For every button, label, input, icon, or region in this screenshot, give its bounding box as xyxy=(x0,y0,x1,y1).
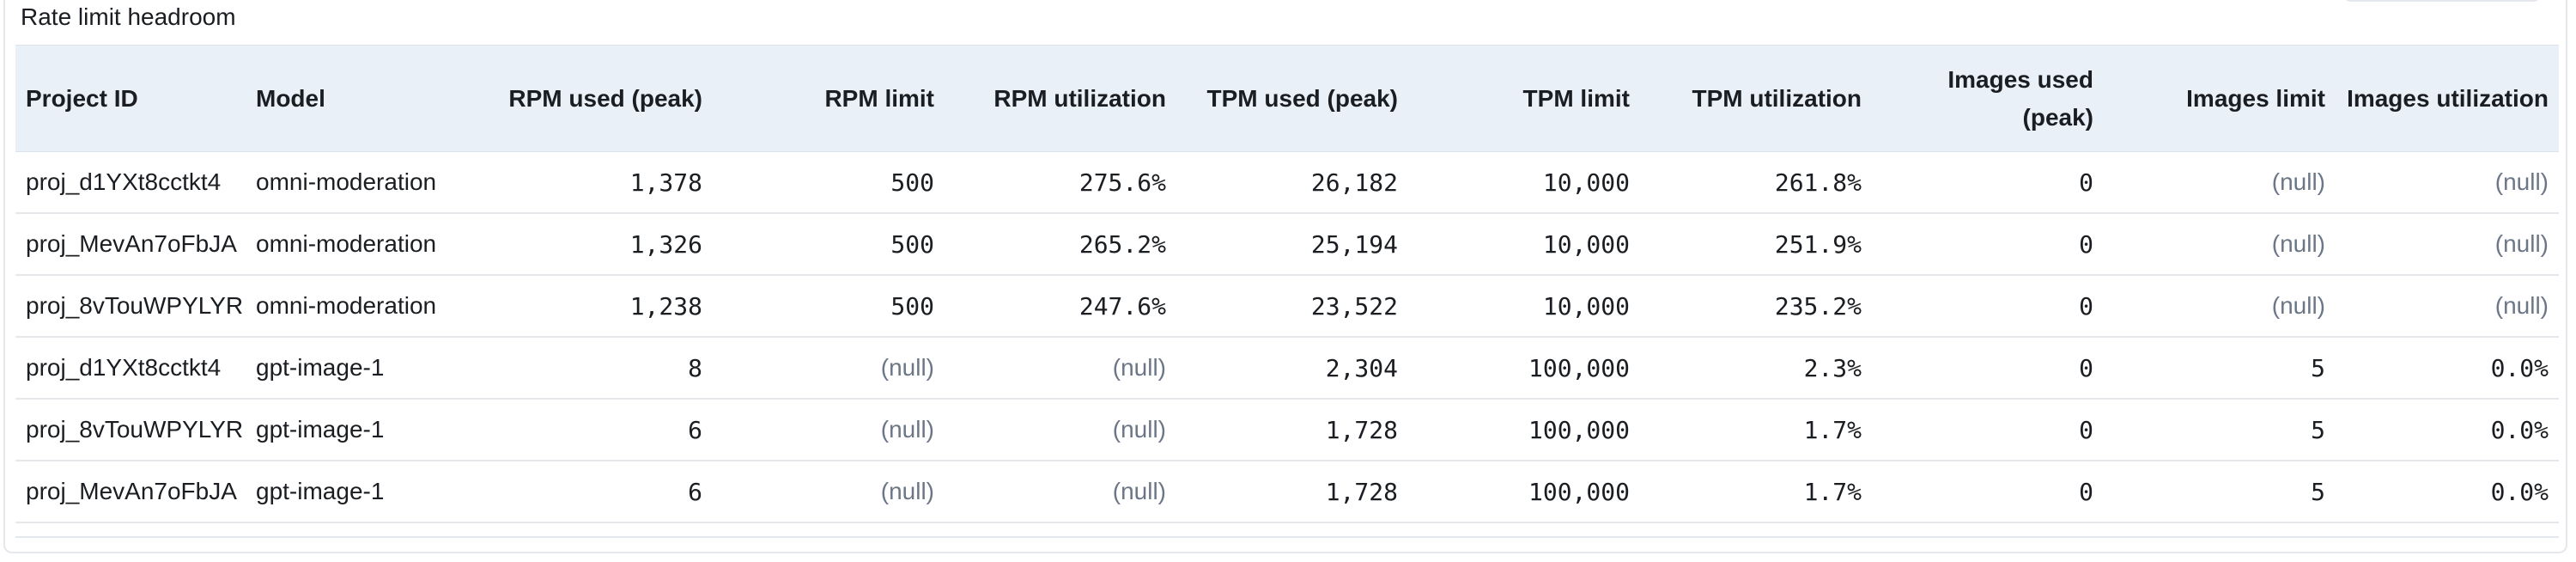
column-header-project-id[interactable]: Project ID xyxy=(15,45,246,152)
cell-images-limit: 5 xyxy=(2104,399,2336,461)
cell-tpm-used: 26,182 xyxy=(1176,151,1408,214)
cell-images-utilization: 0.0% xyxy=(2336,461,2559,523)
table-row[interactable]: proj_MevAn7oFbJA omni-moderation 1,326 500 2… xyxy=(15,213,2559,276)
cell-project-id: proj_MevAn7oFbJA xyxy=(15,213,246,276)
cell-model: gpt-image-1 xyxy=(246,461,483,523)
column-header-model[interactable]: Model xyxy=(246,45,483,152)
table-row[interactable]: proj_MevAn7oFbJA gpt-image-1 6 (null) (null)… xyxy=(15,461,2559,523)
cell-tpm-used: 1,728 xyxy=(1176,399,1408,461)
cell-tpm-limit: 100,000 xyxy=(1408,399,1640,461)
cell-project-id: proj_8vTouWPYLYR xyxy=(15,275,246,338)
cell-tpm-limit: 100,000 xyxy=(1408,337,1640,400)
cell-tpm-utilization: 1.7% xyxy=(1640,461,1872,523)
cell-rpm-utilization: (null) xyxy=(945,461,1176,523)
cell-tpm-limit: 10,000 xyxy=(1408,151,1640,214)
cell-images-used: 0 xyxy=(1872,213,2104,276)
table-row[interactable]: proj_d1YXt8cctkt4 omni-moderation 1,378 500… xyxy=(15,151,2559,214)
cell-rpm-used: 1,378 xyxy=(483,151,713,214)
cell-images-used: 0 xyxy=(1872,461,2104,523)
rate-limit-panel: Rate limit headroom xyxy=(3,0,2567,553)
cell-tpm-limit: 10,000 xyxy=(1408,275,1640,338)
cell-rpm-limit: (null) xyxy=(713,461,945,523)
cell-tpm-utilization: 1.7% xyxy=(1640,399,1872,461)
cell-project-id: proj_8vTouWPYLYR xyxy=(15,399,246,461)
cell-tpm-used: 2,304 xyxy=(1176,337,1408,400)
cell-rpm-utilization: (null) xyxy=(945,399,1176,461)
panel-action-button[interactable] xyxy=(2342,0,2542,2)
cell-rpm-limit: 500 xyxy=(713,151,945,214)
column-header-images-utilization[interactable]: Images utilization xyxy=(2336,45,2559,152)
cell-model: omni-moderation xyxy=(246,213,483,276)
cell-tpm-limit: 10,000 xyxy=(1408,213,1640,276)
cell-rpm-used: 6 xyxy=(483,461,713,523)
table-row[interactable]: proj_8vTouWPYLYR gpt-image-1 6 (null) (null)… xyxy=(15,399,2559,461)
cell-images-used: 0 xyxy=(1872,399,2104,461)
cell-project-id: proj_d1YXt8cctkt4 xyxy=(15,151,246,214)
column-header-rpm-used[interactable]: RPM used (peak) xyxy=(483,45,713,152)
cell-rpm-utilization: 275.6% xyxy=(945,151,1176,214)
cell-tpm-utilization: 261.8% xyxy=(1640,151,1872,214)
table-footer-divider xyxy=(15,536,2559,538)
cell-tpm-utilization: 251.9% xyxy=(1640,213,1872,276)
cell-rpm-limit: 500 xyxy=(713,213,945,276)
column-header-rpm-limit[interactable]: RPM limit xyxy=(713,45,945,152)
column-header-rpm-utilization[interactable]: RPM utilization xyxy=(945,45,1176,152)
column-header-images-limit[interactable]: Images limit xyxy=(2104,45,2336,152)
table-row[interactable]: proj_d1YXt8cctkt4 gpt-image-1 8 (null) (null… xyxy=(15,337,2559,400)
cell-tpm-used: 23,522 xyxy=(1176,275,1408,338)
rate-limit-table-container: Project ID Model RPM used (peak) RPM limit R… xyxy=(15,45,2559,523)
cell-images-utilization: (null) xyxy=(2336,213,2559,276)
cell-model: gpt-image-1 xyxy=(246,337,483,400)
cell-images-utilization: (null) xyxy=(2336,151,2559,214)
cell-images-limit: 5 xyxy=(2104,337,2336,400)
cell-project-id: proj_MevAn7oFbJA xyxy=(15,461,246,523)
cell-rpm-used: 6 xyxy=(483,399,713,461)
column-header-images-used[interactable]: Images used (peak) xyxy=(1872,45,2104,152)
cell-rpm-limit: (null) xyxy=(713,337,945,400)
cell-tpm-used: 1,728 xyxy=(1176,461,1408,523)
cell-rpm-limit: 500 xyxy=(713,275,945,338)
table-body: proj_d1YXt8cctkt4 omni-moderation 1,378 500… xyxy=(15,151,2559,523)
cell-images-utilization: 0.0% xyxy=(2336,399,2559,461)
cell-rpm-used: 8 xyxy=(483,337,713,400)
cell-images-used: 0 xyxy=(1872,275,2104,338)
cell-images-used: 0 xyxy=(1872,151,2104,214)
cell-images-limit: (null) xyxy=(2104,275,2336,338)
cell-rpm-utilization: 247.6% xyxy=(945,275,1176,338)
cell-tpm-limit: 100,000 xyxy=(1408,461,1640,523)
cell-tpm-utilization: 235.2% xyxy=(1640,275,1872,338)
cell-project-id: proj_d1YXt8cctkt4 xyxy=(15,337,246,400)
cell-rpm-used: 1,238 xyxy=(483,275,713,338)
cell-images-utilization: (null) xyxy=(2336,275,2559,338)
column-header-tpm-used[interactable]: TPM used (peak) xyxy=(1176,45,1408,152)
cell-model: omni-moderation xyxy=(246,275,483,338)
cell-rpm-used: 1,326 xyxy=(483,213,713,276)
panel-title: Rate limit headroom xyxy=(21,3,236,30)
column-header-tpm-utilization[interactable]: TPM utilization xyxy=(1640,45,1872,152)
cell-tpm-used: 25,194 xyxy=(1176,213,1408,276)
table-header-row: Project ID Model RPM used (peak) RPM limit R… xyxy=(15,45,2559,152)
cell-images-limit: 5 xyxy=(2104,461,2336,523)
cell-model: gpt-image-1 xyxy=(246,399,483,461)
column-header-tpm-limit[interactable]: TPM limit xyxy=(1408,45,1640,152)
table-row[interactable]: proj_8vTouWPYLYR omni-moderation 1,238 500 2… xyxy=(15,275,2559,338)
cell-rpm-utilization: (null) xyxy=(945,337,1176,400)
cell-rpm-utilization: 265.2% xyxy=(945,213,1176,276)
rate-limit-table: Project ID Model RPM used (peak) RPM limit R… xyxy=(15,45,2559,523)
cell-images-used: 0 xyxy=(1872,337,2104,400)
cell-tpm-utilization: 2.3% xyxy=(1640,337,1872,400)
cell-images-limit: (null) xyxy=(2104,213,2336,276)
cell-images-limit: (null) xyxy=(2104,151,2336,214)
cell-rpm-limit: (null) xyxy=(713,399,945,461)
cell-images-utilization: 0.0% xyxy=(2336,337,2559,400)
cell-model: omni-moderation xyxy=(246,151,483,214)
